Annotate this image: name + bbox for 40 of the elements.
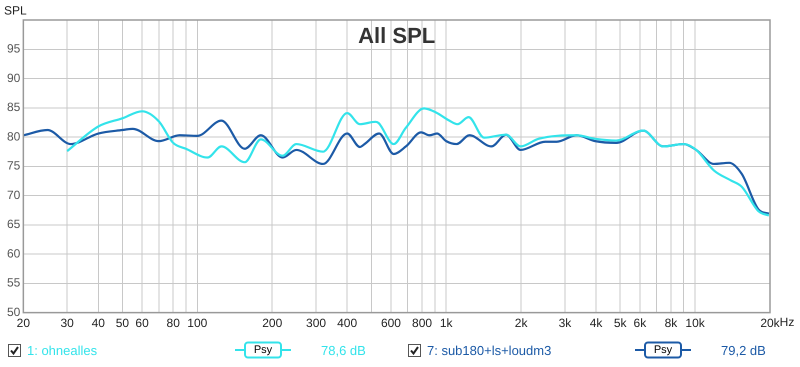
x-tick-label: 10k [685,316,706,330]
x-tick-label: 20 [16,316,30,330]
x-tick-label: 300 [306,316,326,330]
x-tick-label: 1k [440,316,454,330]
x-tick-label: 30 [60,316,74,330]
chart-title: All SPL [358,23,436,48]
y-tick-label: 60 [6,246,21,260]
x-tick-label: 8k [664,316,678,330]
x-axis-title: Hz [780,314,794,329]
y-tick-label: 65 [6,217,21,232]
x-tick-label: 3k [558,316,572,330]
y-tick-label: 70 [6,188,21,202]
x-tick-label: 60 [135,316,150,330]
x-tick-label: 40 [92,316,106,330]
y-tick-label: 80 [6,129,21,144]
y-tick-label: 95 [6,42,21,56]
text: Psy [652,344,674,356]
x-tick-label: 800 [412,316,432,330]
x-tick-label: 5k [614,316,628,330]
x-tick-label: 2k [514,316,528,330]
y-tick-label: 90 [6,70,21,85]
x-tick-label: 20k [760,316,781,330]
text: 1: ohnealles [27,342,98,358]
y-tick-label: 55 [6,276,21,290]
x-tick-label: 80 [166,316,180,330]
text: 78,6 dB [321,342,366,358]
y-tick-label: 75 [6,158,21,173]
x-tick-label: 50 [116,316,130,330]
text: 7: sub180+ls+loudm3 [427,342,552,358]
y-axis-title: SPL [4,3,28,18]
y-tick-label: 85 [6,100,21,114]
text: Psy [252,344,274,356]
y-tick-label: 50 [6,304,21,319]
x-tick-label: 600 [380,316,402,330]
text: 79,2 dB [721,342,766,358]
x-tick-label: 6k [634,316,648,330]
x-tick-label: 4k [590,316,604,330]
x-tick-label: 200 [262,316,283,330]
x-tick-label: 400 [337,316,358,330]
x-tick-label: 100 [187,316,208,330]
